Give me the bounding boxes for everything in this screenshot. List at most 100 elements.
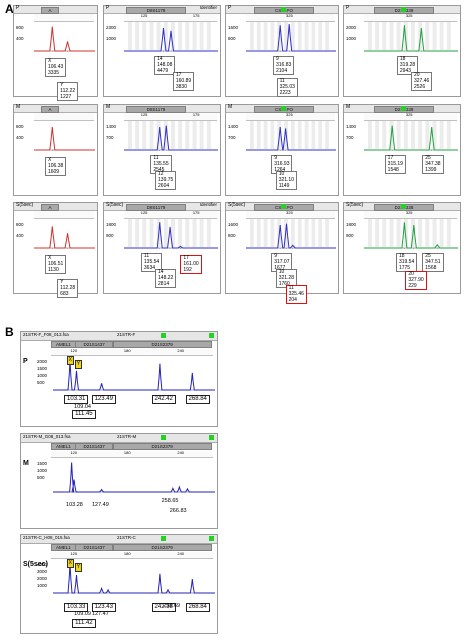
trace-plot bbox=[364, 219, 458, 249]
y-axis-label: 700 bbox=[346, 135, 354, 140]
allele-label-line: 229 bbox=[408, 282, 417, 289]
allele-label-line: 3335 bbox=[47, 69, 60, 76]
trace-line bbox=[246, 223, 336, 249]
sample-label: S(5sec) bbox=[23, 561, 48, 568]
file-name: 21STR-M_G08_013.fsa bbox=[23, 434, 71, 439]
size-scale: 325 bbox=[246, 112, 335, 121]
bin-band bbox=[135, 22, 140, 50]
trace-plot bbox=[246, 121, 336, 151]
allele-label-line: 1264 bbox=[274, 166, 286, 173]
scale-tick-label: 325 bbox=[286, 13, 293, 18]
file-name: 21STR-C_H08_015.fsa bbox=[23, 535, 70, 540]
bin-band bbox=[250, 121, 254, 149]
electropherogram-s5sec-a: S(5sec) A 800 400 X 106.51 1130 Y 112.28 683 bbox=[13, 202, 98, 299]
y-axis-label: 1800 bbox=[346, 222, 357, 227]
bin-band bbox=[425, 121, 430, 149]
bin-band bbox=[270, 22, 275, 50]
allele-label-line: 347.38 bbox=[425, 160, 441, 167]
allele-label-highlighted: 17 161.00 192 bbox=[180, 255, 202, 275]
y-axis-label: 900 bbox=[106, 233, 114, 238]
size-label-boxed: 103.33 bbox=[64, 603, 89, 612]
panel-header: S(5sec) D8S1179 Identifier bbox=[104, 202, 220, 211]
allele-label-line: 316.83 bbox=[276, 61, 292, 68]
bin-band bbox=[284, 22, 288, 50]
bin-band bbox=[178, 121, 183, 149]
allele-label-line: 321.10 bbox=[278, 176, 294, 183]
allele-flag: Y bbox=[74, 360, 82, 369]
y-axis-label: 400 bbox=[16, 135, 24, 140]
bin-band bbox=[185, 22, 190, 50]
y-axis-label: 2000 bbox=[37, 359, 48, 364]
trace-line bbox=[246, 23, 336, 52]
sample-label: S(5sec) bbox=[228, 202, 246, 208]
bin-band bbox=[142, 22, 147, 50]
y-axis-label: 1000 bbox=[37, 468, 48, 473]
allele-label-line: 2604 bbox=[158, 182, 170, 189]
scale-tick-label: 325 bbox=[286, 210, 293, 215]
bin-band bbox=[446, 219, 451, 247]
electropherogram-b-p: 21STR-F_F08_013.fsa 21STR-F AMEL1 D21S1437 D… bbox=[20, 331, 218, 427]
allele-label-line: 17 bbox=[175, 72, 182, 78]
bin-band bbox=[375, 121, 380, 149]
bin-band bbox=[199, 22, 204, 50]
y-axis-label: 1500 bbox=[37, 461, 48, 466]
allele-flag: X bbox=[66, 356, 74, 365]
scale-tick-label: 125 bbox=[140, 13, 148, 18]
y-axis-label: 1500 bbox=[37, 366, 48, 371]
electropherogram-s5sec-d8s1179: S(5sec) D8S1179 Identifier 125 175 1800 900 11 1… bbox=[103, 202, 221, 294]
bin-band bbox=[439, 219, 444, 247]
status-green-icon bbox=[281, 106, 286, 111]
bin-band bbox=[263, 22, 268, 50]
trace-plot bbox=[124, 121, 218, 151]
electropherogram-m-a: M A 800 400 X 106.38 1609 bbox=[13, 104, 98, 196]
sample-label: M bbox=[228, 104, 233, 110]
allele-label-line: 106.38 bbox=[47, 162, 64, 169]
panel-header: S(5sec) A bbox=[14, 202, 97, 211]
bin-band bbox=[178, 219, 183, 247]
bin-band bbox=[256, 121, 261, 149]
size-scale: 120 180 240 bbox=[51, 348, 213, 356]
allele-label: X 106.43 3335 bbox=[44, 58, 67, 78]
trace-line bbox=[53, 360, 215, 391]
marker-bar: AMEL1 D21S1437 D21S2379 bbox=[51, 341, 213, 348]
scale-tick-label: 325 bbox=[405, 112, 413, 117]
allele-label: 14 148.22 2814 bbox=[155, 269, 177, 289]
y-axis-label: 1800 bbox=[106, 222, 117, 227]
panel-label-b: B bbox=[5, 325, 14, 339]
bin-band bbox=[396, 22, 401, 50]
panel-header: 21STR-C_H08_015.fsa 21STR-C bbox=[21, 535, 217, 544]
bin-band bbox=[263, 121, 268, 149]
allele-label: Y 112.28 683 bbox=[57, 279, 79, 299]
status-green-icon bbox=[401, 7, 406, 12]
size-scale bbox=[34, 211, 94, 219]
allele-label-line: 135.55 bbox=[153, 160, 169, 167]
allele-label-line: 315.19 bbox=[387, 160, 403, 167]
bin-band bbox=[297, 121, 302, 149]
allele-label-line: 1227 bbox=[60, 93, 72, 100]
allele-label: 17 315.19 1548 bbox=[384, 155, 406, 175]
status-green-icon bbox=[281, 7, 286, 12]
allele-label-line: Y bbox=[60, 82, 64, 88]
status-green-icon bbox=[161, 536, 166, 541]
trace-line bbox=[34, 127, 95, 151]
allele-label-line: 1775 bbox=[398, 264, 411, 271]
sample-label: P bbox=[228, 5, 232, 11]
panel-header: S(5sec)D2S1338 bbox=[344, 202, 460, 211]
allele-label-line: X bbox=[47, 157, 52, 163]
y-axis-label: 500 bbox=[37, 380, 45, 385]
bin-band bbox=[206, 121, 211, 149]
status-green-icon bbox=[161, 333, 166, 338]
file-name: 21STR-F_F08_013.fsa bbox=[23, 332, 69, 337]
bin-band bbox=[368, 219, 372, 247]
trace-plot bbox=[34, 26, 95, 52]
sample-label: P bbox=[16, 5, 20, 11]
bin-band bbox=[163, 219, 168, 247]
size-label: 258.65 bbox=[161, 498, 179, 504]
allele-label-line: 106.51 bbox=[47, 260, 64, 267]
allele-label: 18 319.28 2943 bbox=[396, 56, 419, 76]
allele-label: 17 160.89 3830 bbox=[172, 72, 195, 92]
allele-label: 14 148.08 4479 bbox=[154, 56, 176, 76]
allele-label-line: 321.28 bbox=[278, 274, 294, 281]
y-axis-label: 2300 bbox=[106, 25, 117, 30]
